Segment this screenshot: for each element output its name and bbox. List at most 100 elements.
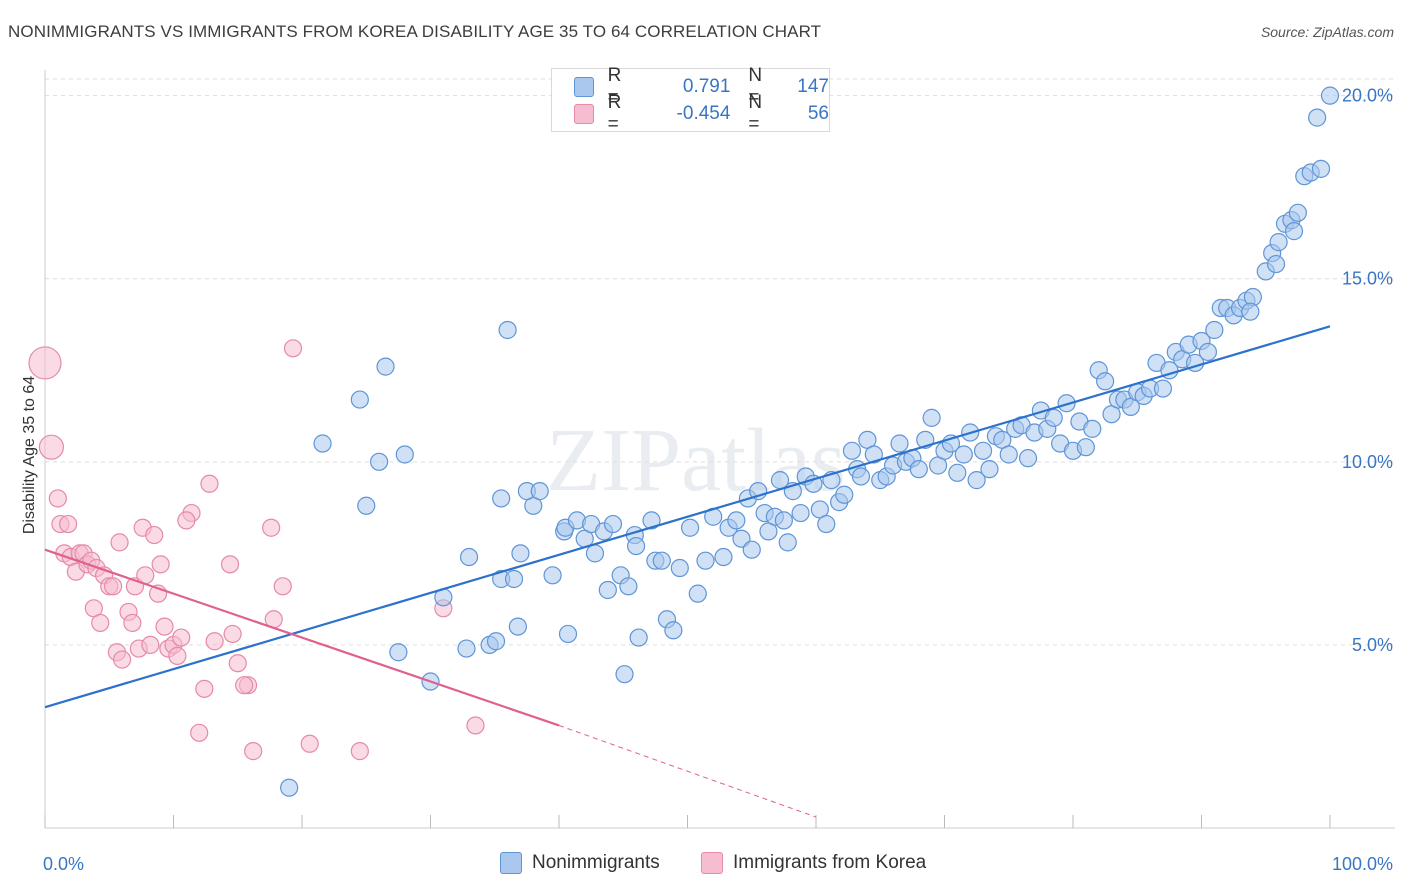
series-nonimmigrants xyxy=(280,86,1340,797)
nonimmigrant-point xyxy=(817,514,836,534)
nonimmigrant-point xyxy=(1308,108,1327,127)
nonimmigrant-point xyxy=(742,540,761,559)
immigrant-korea-point xyxy=(172,628,191,647)
n-value: 147 xyxy=(797,76,829,97)
immigrant-korea-point xyxy=(104,577,123,596)
immigrant-korea-point xyxy=(262,518,281,537)
nonimmigrant-point xyxy=(714,547,733,567)
immigrant-korea-point xyxy=(273,577,292,596)
immigrant-korea-point xyxy=(48,489,67,508)
tick-labels: 5.0% 10.0% 15.0% 20.0% 0.0% 100.0% xyxy=(43,86,1393,874)
nonimmigrant-point xyxy=(980,460,999,479)
immigrant-korea-point xyxy=(223,624,242,644)
immigrant-korea-point xyxy=(38,434,65,460)
nonimmigrant-point xyxy=(890,434,909,453)
nonimmigrant-point xyxy=(457,639,476,658)
nonimmigrant-point xyxy=(598,580,617,600)
nonimmigrant-point xyxy=(508,617,527,636)
legend-label: Nonimmigrants xyxy=(532,852,660,873)
nonimmigrant-point xyxy=(1153,379,1173,398)
chart-title: NONIMMIGRANTS VS IMMIGRANTS FROM KOREA D… xyxy=(8,22,822,41)
nonimmigrant-point xyxy=(530,482,549,501)
pink-swatch xyxy=(574,104,594,124)
immigrant-korea-point xyxy=(283,339,303,358)
nonimmigrant-point xyxy=(498,320,517,340)
nonimmigrant-point xyxy=(395,445,414,464)
nonimmigrant-point xyxy=(835,485,854,504)
nonimmigrant-point xyxy=(357,496,376,515)
legend-label: Immigrants from Korea xyxy=(733,852,927,873)
nonimmigrant-point xyxy=(629,628,648,647)
nonimmigrant-point xyxy=(511,544,530,563)
x-tick-label-max: 100.0% xyxy=(1332,854,1393,874)
immigrant-korea-point xyxy=(168,646,187,665)
nonimmigrant-point xyxy=(842,441,862,460)
nonimmigrant-point xyxy=(504,569,524,589)
legend-row-immigrants: R = -0.454 N = 56 xyxy=(574,92,829,135)
nonimmigrant-point xyxy=(642,511,661,530)
immigrant-korea-point xyxy=(228,654,247,673)
immigrant-korea-point xyxy=(220,555,240,574)
immigrant-korea-point xyxy=(300,734,319,753)
nonimmigrant-point xyxy=(370,452,389,471)
immigrant-korea-point xyxy=(200,474,219,493)
nonimmigrant-point xyxy=(727,511,746,530)
pink-swatch xyxy=(701,852,723,874)
nonimmigrant-point xyxy=(376,357,395,376)
immigrant-korea-point xyxy=(235,676,254,695)
nonimmigrant-point xyxy=(1198,342,1218,362)
blue-swatch xyxy=(574,77,594,97)
nonimmigrant-point xyxy=(774,511,793,530)
immigrant-korea-point xyxy=(195,679,214,698)
nonimmigrant-point xyxy=(864,445,883,464)
nonimmigrant-point xyxy=(1076,438,1095,457)
y-tick-label: 15.0% xyxy=(1342,269,1393,289)
nonimmigrant-point xyxy=(1205,320,1224,340)
nonimmigrant-point xyxy=(851,467,871,486)
nonimmigrant-point xyxy=(948,463,967,482)
legend-item-immigrants: Immigrants from Korea xyxy=(701,852,926,874)
nonimmigrant-point xyxy=(543,566,562,585)
nonimmigrant-point xyxy=(280,778,299,797)
nonimmigrant-point xyxy=(1057,394,1076,413)
immigrant-korea-point xyxy=(112,650,132,669)
x-tick-label-min: 0.0% xyxy=(43,854,84,874)
nonimmigrant-point xyxy=(619,577,638,596)
immigrant-korea-point xyxy=(28,346,62,380)
r-label: R = xyxy=(607,92,622,135)
nonimmigrant-point xyxy=(1266,254,1286,274)
immigrant-korea-point xyxy=(141,635,160,655)
nonimmigrant-point xyxy=(1284,222,1304,241)
nonimmigrant-point xyxy=(1083,419,1102,438)
immigrant-korea-point xyxy=(190,723,209,742)
nonimmigrant-point xyxy=(664,621,683,640)
nonimmigrant-point xyxy=(492,489,511,508)
immigrant-korea-point xyxy=(110,533,129,552)
nonimmigrant-point xyxy=(1320,86,1340,105)
legend-row-nonimmigrants: R = 0.791 N = 147 xyxy=(574,65,829,108)
nonimmigrant-point xyxy=(459,547,479,567)
nonimmigrant-point xyxy=(999,445,1018,464)
immigrant-korea-point xyxy=(350,742,369,761)
nonimmigrant-point xyxy=(791,503,810,523)
nonimmigrant-point xyxy=(1241,302,1260,321)
nonimmigrant-point xyxy=(1269,233,1288,252)
immigrant-korea-point xyxy=(145,525,164,545)
nonimmigrant-point xyxy=(1288,203,1307,222)
n-label: N = xyxy=(748,92,763,135)
immigrant-korea-point xyxy=(123,613,142,633)
blue-swatch xyxy=(500,852,522,874)
nonimmigrant-point xyxy=(558,624,578,644)
nonimmigrant-point xyxy=(688,584,707,603)
nonimmigrant-point xyxy=(313,434,332,453)
trend-line-immigrants-extension xyxy=(558,724,817,818)
trend-lines xyxy=(44,325,1331,818)
immigrant-korea-point xyxy=(466,716,485,735)
nonimmigrant-point xyxy=(1311,159,1331,178)
immigrant-korea-point xyxy=(59,514,78,534)
nonimmigrant-point xyxy=(909,460,928,479)
nonimmigrant-point xyxy=(1018,449,1038,468)
nonimmigrant-point xyxy=(922,408,941,427)
r-value: -0.454 xyxy=(676,103,731,124)
